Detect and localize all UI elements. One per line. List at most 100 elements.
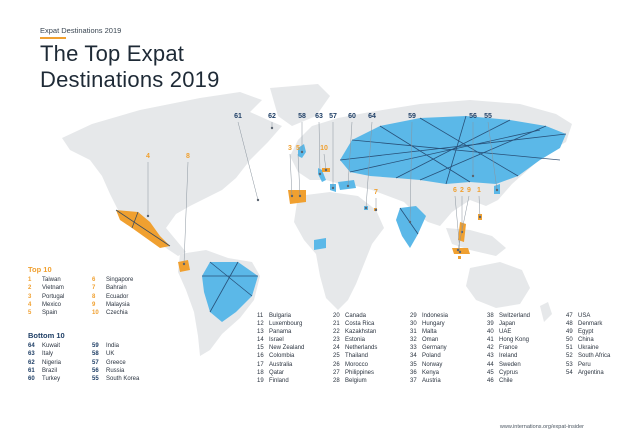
marker-dot [495,188,499,192]
country-name: Greece [106,359,126,366]
ranking-row: 50 China [566,336,610,344]
marker-dot [456,248,460,252]
ranking-row: 15 New Zealand [257,344,304,352]
country-name: Qatar [269,369,285,376]
rank-number: 20 [333,313,340,319]
map-marker-label: 64 [368,113,376,120]
rank-number: 34 [410,353,417,360]
country-name: Israel [269,337,284,344]
ranking-row: 17 Australia [257,361,304,369]
country-name: Ukraine [578,345,599,352]
ranking-row: 27 Philippines [333,369,377,377]
country-name: Finland [269,377,289,384]
region-turkey [338,180,356,190]
land-north-america [62,92,282,256]
ranking-row: 22 Kazakhstan [333,328,377,336]
country-name: Cyprus [499,369,519,376]
land-australia [466,262,530,308]
map-marker-label: 4 [146,153,150,160]
marker-leader-line [409,121,413,223]
rank-number: 60 [28,376,35,383]
rankings-column: 47 USA 48 Denmark 49 Egypt 50 China 51 Ukraine 52 S… [566,312,610,377]
country-name: Bulgaria [269,313,292,319]
ranking-row: 43 Ireland [487,352,530,360]
rank-number: 28 [333,377,340,384]
country-name: Chile [499,377,513,384]
marker-leader-line [323,153,327,171]
rank-number: 48 [566,321,573,328]
pattern-lines [115,115,567,313]
legend-row: 62 Nigeria [28,359,92,367]
rank-number: 5 [28,310,32,317]
country-name: Kazakhstan [345,329,377,336]
legend-row: 59 India [92,342,156,350]
rank-number: 12 [257,321,264,328]
region-malaysia [452,248,470,254]
rank-number: 23 [333,337,340,344]
rank-number: 26 [333,361,340,368]
country-name: Costa Rica [345,321,375,328]
ranking-row: 25 Thailand [333,352,377,360]
legend-row: 1 Taiwan [28,276,92,284]
ranking-row: 40 UAE [487,328,530,336]
map-marker-label: 10 [320,145,328,152]
source-url: www.internations.org/expat-insider [499,424,584,430]
legend-row: 4 Mexico [28,301,92,309]
bottom-10-heading: Bottom 10 [28,331,65,340]
kicker-text: Expat Destinations 2019 [40,26,122,35]
ranking-row: 51 Ukraine [566,344,610,352]
marker-dot [298,194,302,198]
ranking-row: 34 Poland [410,352,448,360]
rankings-column: 38 Switzerland 39 Japan 40 UAE 41 Hong Kong 42 Fr… [487,312,530,385]
country-name: Brazil [42,367,58,374]
country-name: Indonesia [422,313,449,319]
top-10-heading: Top 10 [28,265,52,274]
country-name: Denmark [578,321,603,328]
map-marker-label: 59 [408,113,416,120]
region-nigeria [314,238,326,250]
ranking-row: 48 Denmark [566,320,610,328]
rank-number: 45 [487,369,494,376]
marker-leader-line [457,195,470,251]
marker-leader-line [487,121,498,191]
country-name: Portugal [42,293,65,300]
ranking-row: 18 Qatar [257,369,304,377]
rank-number: 4 [28,301,32,308]
rank-number: 52 [566,353,573,360]
marker-dot [331,186,335,190]
ranking-row: 21 Costa Rica [333,320,377,328]
rank-number: 40 [487,329,494,336]
ranking-row: 20 Canada [333,312,377,320]
rank-number: 15 [257,345,264,352]
legend-row: 7 Bahrain [92,284,156,292]
marker-dot [324,168,328,172]
rank-number: 64 [28,343,35,350]
ranking-row: 14 Israel [257,336,304,344]
country-name: France [499,345,518,352]
country-name: Japan [499,321,516,328]
map-marker-label: 63 [315,113,323,120]
bottom-10-legend: Bottom 10 64 Kuwait 63 Italy 62 Nigeria 61 Braz… [28,331,156,383]
map-marker-label: 9 [467,187,471,194]
marker-leader-line [478,195,481,218]
ranking-row: 33 Germany [410,344,448,352]
rank-number: 3 [28,293,32,300]
marker-leader-line [297,153,301,197]
rank-number: 59 [92,343,99,350]
country-name: South Korea [106,376,140,383]
rank-number: 57 [92,359,99,366]
region-mexico [116,210,170,248]
rank-number: 36 [410,369,417,376]
legend-row: 8 Ecuador [92,293,156,301]
marker-dot [256,198,260,202]
country-name: Taiwan [42,277,61,284]
page-title: The Top Expat Destinations 2019 [40,41,220,93]
marker-dot [478,215,482,219]
rank-number: 38 [487,313,494,319]
country-name: Nigeria [42,359,62,366]
country-name: Kenya [422,369,440,376]
ranking-row: 30 Hungary [410,320,448,328]
country-name: Sweden [499,361,521,368]
legend-row: 9 Malaysia [92,301,156,309]
rank-number: 25 [333,353,340,360]
